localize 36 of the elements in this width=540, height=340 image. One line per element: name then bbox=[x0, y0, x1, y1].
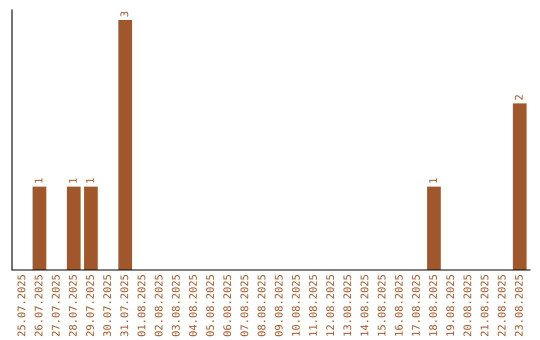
x-tick-label: 03.08.2025 bbox=[172, 275, 180, 336]
data-label: 2 bbox=[514, 95, 523, 100]
x-tick-label: 31.07.2025 bbox=[120, 275, 128, 336]
x-tick-label: 30.07.2025 bbox=[103, 275, 112, 336]
x-tick-label: 22.08.2025 bbox=[498, 275, 506, 336]
x-tick-label: 21.08.2025 bbox=[480, 275, 488, 336]
x-tick-label: 19.08.2025 bbox=[446, 275, 454, 336]
x-tick-label: 11.08.2025 bbox=[309, 275, 317, 336]
x-tick-label: 28.07.2025 bbox=[68, 275, 77, 336]
data-label: 3 bbox=[120, 12, 128, 17]
x-tick-label: 10.08.2025 bbox=[292, 275, 300, 336]
x-tick-label: 20.08.2025 bbox=[463, 275, 472, 336]
x-tick-label: 09.08.2025 bbox=[274, 275, 283, 336]
x-tick-label: 16.08.2025 bbox=[394, 275, 403, 336]
x-tick-label: 25.07.2025 bbox=[17, 275, 26, 336]
x-tick-label: 01.08.2025 bbox=[138, 275, 146, 336]
x-tick-label: 12.08.2025 bbox=[326, 275, 334, 336]
x-tick-label: 18.08.2025 bbox=[429, 275, 437, 336]
x-tick-label: 23.08.2025 bbox=[514, 275, 523, 336]
data-label: 1 bbox=[69, 178, 77, 183]
x-tick-label: 02.08.2025 bbox=[154, 275, 163, 336]
data-label: 1 bbox=[34, 178, 42, 183]
x-tick-label: 27.07.2025 bbox=[52, 275, 60, 336]
x-tick-label: 17.08.2025 bbox=[412, 275, 420, 336]
x-tick-label: 06.08.2025 bbox=[223, 275, 232, 336]
x-tick-label: 29.07.2025 bbox=[86, 275, 94, 336]
x-tick-label: 26.07.2025 bbox=[34, 275, 42, 336]
x-tick-label: 13.08.2025 bbox=[343, 275, 352, 336]
x-tick-label: 07.08.2025 bbox=[240, 275, 248, 336]
x-tick-label: 08.08.2025 bbox=[258, 275, 266, 336]
x-tick-label: 05.08.2025 bbox=[206, 275, 214, 336]
data-label: 1 bbox=[86, 178, 94, 183]
x-tick-label: 04.08.2025 bbox=[188, 275, 197, 336]
data-label: 1 bbox=[429, 178, 437, 183]
x-tick-label: 14.08.2025 bbox=[360, 275, 368, 336]
x-tick-label: 15.08.2025 bbox=[378, 275, 386, 336]
